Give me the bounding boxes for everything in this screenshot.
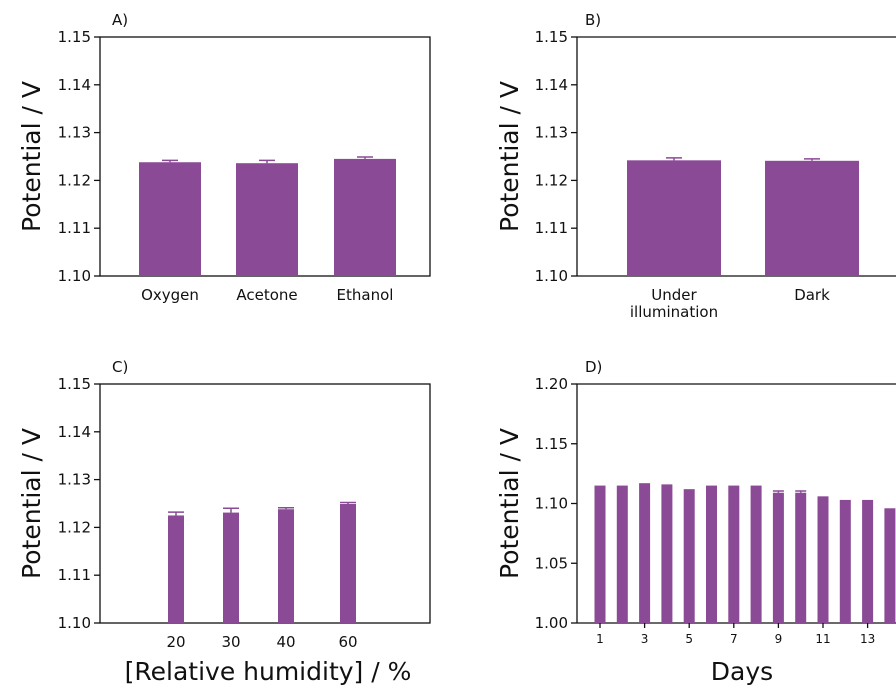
- panel-d-ytick-label-2: 1.10: [535, 495, 568, 513]
- panel-a-ytick-label-4: 1.14: [58, 76, 91, 94]
- panel-c-category-label-3: 60: [338, 633, 357, 651]
- panel-b-y-axis-title: Potential / V: [495, 81, 524, 232]
- panel-a-ytick-label-5: 1.15: [58, 28, 91, 46]
- panel-d-bar-5: [706, 485, 717, 623]
- panel-b-error-bar-0: [666, 157, 682, 161]
- panel-a-ytick-label-3: 1.13: [58, 124, 91, 142]
- panel-d-category-label-10: 11: [815, 632, 830, 646]
- panel-d-category-label-2: 3: [641, 632, 649, 646]
- panel-c-bar-3: [340, 503, 356, 623]
- panel-b-category-label-0-line-0: Under: [651, 286, 697, 304]
- panel-d-bar-3: [661, 484, 673, 623]
- panel-d-bar-12: [862, 499, 874, 623]
- panel-d-bar-0: [594, 485, 606, 623]
- panel-b-bar-0: [627, 160, 721, 276]
- panel-d-bar-10: [817, 496, 829, 623]
- panel-b-label: B): [585, 11, 601, 29]
- panel-d-category-label-6: 7: [730, 632, 738, 646]
- panel-c-ytick-label-4: 1.14: [58, 423, 91, 441]
- panel-a-label: A): [112, 11, 128, 29]
- panel-c-x-axis-title: [Relative humidity] / %: [125, 657, 412, 686]
- panel-d-category-label-8: 9: [775, 632, 783, 646]
- panel-b-category-label-1: Dark: [794, 286, 830, 304]
- panel-d-error-bar-9: [795, 490, 807, 493]
- panel-b-ytick-label-0: 1.10: [535, 267, 568, 285]
- panel-c-bar-0: [168, 515, 184, 623]
- panel-a-ytick-label-2: 1.12: [58, 171, 91, 189]
- panel-d-category-label-4: 5: [685, 632, 693, 646]
- panel-d-bar-1: [616, 485, 628, 623]
- panel-d-bar-11: [839, 499, 851, 623]
- panel-b-ytick-label-2: 1.12: [535, 171, 568, 189]
- panel-c-ytick-label-2: 1.12: [58, 518, 91, 536]
- panel-d-bar-9: [795, 492, 807, 623]
- panel-b-ytick-label-3: 1.13: [535, 124, 568, 142]
- panel-c-label: C): [112, 358, 128, 376]
- panel-d-ytick-label-1: 1.05: [535, 554, 568, 572]
- panel-c-ytick-label-0: 1.10: [58, 614, 91, 632]
- panel-b-bar-1: [765, 160, 859, 276]
- panel-d-bar-4: [683, 489, 695, 623]
- panel-a-bar-2: [334, 158, 396, 276]
- panel-c-ytick-label-5: 1.15: [58, 375, 91, 393]
- panel-c-error-bar-3: [340, 501, 356, 504]
- panel-c-bar-2: [278, 509, 294, 623]
- panel-a-error-bar-2: [357, 156, 373, 159]
- panel-c-ytick-label-3: 1.13: [58, 471, 91, 489]
- panel-d-error-bar-8: [772, 490, 784, 493]
- panel-d-ytick-label-3: 1.15: [535, 435, 568, 453]
- panel-a-category-label-2: Ethanol: [337, 286, 394, 304]
- panel-c-category-label-2: 40: [276, 633, 295, 651]
- panel-d-ytick-label-4: 1.20: [535, 375, 568, 393]
- panel-a-category-label-0: Oxygen: [141, 286, 199, 304]
- panel-a-error-bar-0: [162, 159, 178, 163]
- panel-c-error-bar-0: [168, 511, 184, 516]
- panel-c-bar-1: [223, 512, 239, 623]
- panel-b-ytick-label-1: 1.11: [535, 219, 568, 237]
- panel-b-ytick-label-5: 1.15: [535, 28, 568, 46]
- panel-b-category-label-0-line-1: illumination: [630, 303, 718, 321]
- panel-d-bar-8: [772, 492, 784, 623]
- panel-a-ytick-label-1: 1.11: [58, 219, 91, 237]
- panel-c-ytick-label-1: 1.11: [58, 566, 91, 584]
- panel-a-ytick-label-0: 1.10: [58, 267, 91, 285]
- panel-d-x-axis-title: Days: [711, 657, 773, 686]
- panel-a-bar-1: [236, 163, 298, 276]
- panel-d-bar-13: [884, 508, 896, 623]
- panel-c-category-label-0: 20: [166, 633, 185, 651]
- panel-c-error-bar-2: [278, 507, 294, 510]
- panel-d-y-axis-title: Potential / V: [495, 428, 524, 579]
- panel-a-category-label-1: Acetone: [236, 286, 297, 304]
- panel-c-axis-frame: [99, 383, 431, 624]
- panel-d-bar-6: [728, 485, 740, 623]
- panel-d-label: D): [585, 358, 602, 376]
- panel-d-category-label-12: 13: [860, 632, 875, 646]
- panel-b-ytick-label-4: 1.14: [535, 76, 568, 94]
- panel-c-category-label-1: 30: [221, 633, 240, 651]
- panel-d-category-label-0: 1: [596, 632, 604, 646]
- panel-a-y-axis-title: Potential / V: [17, 81, 46, 232]
- panel-b-error-bar-1: [804, 158, 820, 161]
- panel-d-bar-7: [750, 485, 762, 623]
- panel-a-bar-0: [139, 162, 201, 276]
- panel-d-bar-2: [639, 483, 651, 623]
- panel-d-ytick-label-0: 1.00: [535, 614, 568, 632]
- panel-c-error-bar-1: [223, 507, 239, 513]
- panel-a-error-bar-1: [259, 159, 275, 164]
- panel-c-y-axis-title: Potential / V: [17, 428, 46, 579]
